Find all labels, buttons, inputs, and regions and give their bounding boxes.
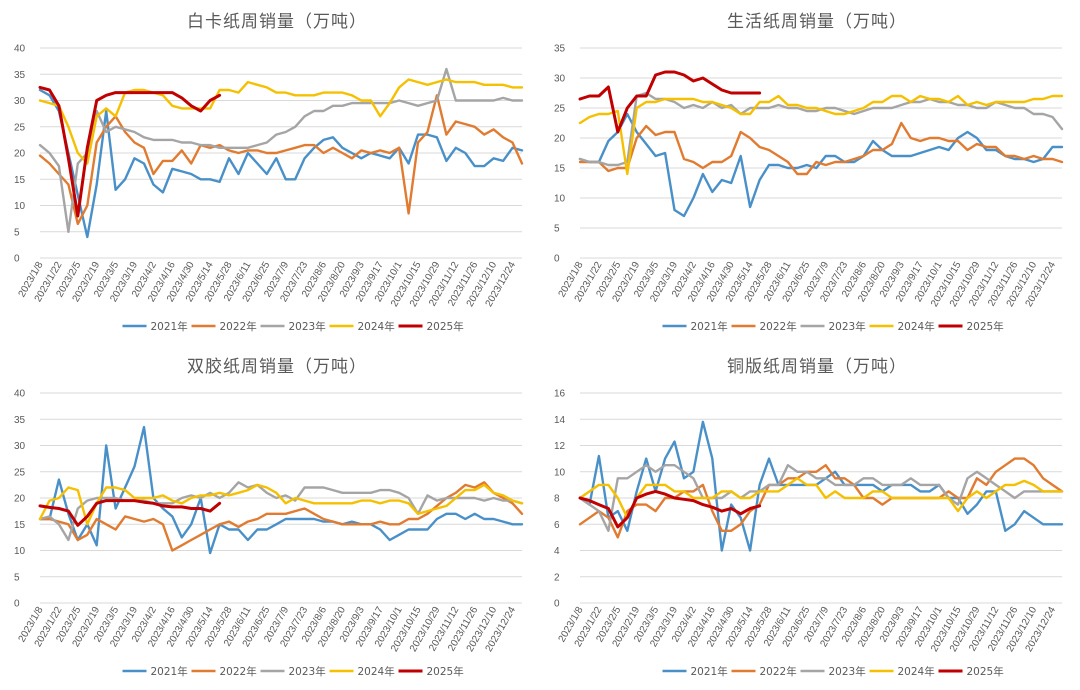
y-tick-label: 16 [554,389,566,400]
legend-entry: 2021年 [151,320,188,333]
series-line-2025年 [38,85,222,218]
y-tick-label: 25 [14,122,26,133]
y-tick-label: 25 [14,467,26,478]
y-tick-label: 10 [554,194,566,205]
y-tick-label: 15 [554,164,566,175]
legend-entry: 2023年 [829,320,866,333]
y-tick-label: 20 [14,149,26,160]
series-line-2022年 [38,94,524,226]
chart-panel-baika: 白卡纸周销量（万吨）05101520253035402023/1/82023/1… [14,12,524,333]
series-line-2025年 [578,489,762,529]
series-line-2022年 [578,457,1064,539]
legend-entry: 2022年 [760,320,797,333]
y-tick-label: 4 [554,546,560,557]
legend-entry: 2022年 [760,665,797,678]
chart-panel-shuangjiao: 双胶纸周销量（万吨）05101520253035402023/1/82023/1… [14,357,524,678]
legend-entry: 2023年 [289,665,326,678]
y-tick-label: 25 [554,104,566,115]
y-tick-label: 20 [554,134,566,145]
series-line-2023年 [578,463,1064,533]
series-line-2024年 [578,94,1064,176]
y-tick-label: 14 [554,415,566,426]
y-tick-label: 0 [554,599,560,610]
legend-entry: 2024年 [358,665,395,678]
y-tick-label: 30 [14,441,26,452]
y-tick-label: 30 [554,74,566,85]
series-line-2024年 [38,78,524,165]
y-tick-label: 2 [554,572,560,583]
legend-entry: 2024年 [898,665,935,678]
legend-entry: 2025年 [427,665,464,678]
legend-entry: 2024年 [898,320,935,333]
chart-title: 铜版纸周销量（万吨） [727,357,907,377]
y-tick-label: 10 [554,467,566,478]
legend-entry: 2025年 [967,665,1004,678]
y-tick-label: 15 [14,520,26,531]
y-tick-label: 35 [554,44,566,55]
y-tick-label: 20 [14,494,26,505]
legend-entry: 2022年 [220,320,257,333]
legend-entry: 2023年 [289,320,326,333]
y-tick-label: 5 [14,227,20,238]
y-tick-label: 8 [554,494,560,505]
legend-entry: 2025年 [967,320,1004,333]
series-line-2025年 [578,70,762,134]
y-tick-label: 12 [554,441,566,452]
series-line-2022年 [578,121,1064,176]
y-tick-label: 15 [14,175,26,186]
chart-panel-tongban: 铜版纸周销量（万吨）02468101214162023/1/82023/1/22… [554,357,1064,678]
y-tick-label: 30 [14,96,26,107]
legend-entry: 2021年 [691,665,728,678]
y-tick-label: 5 [554,224,560,235]
y-tick-label: 0 [14,254,20,265]
chart-title: 白卡纸周销量（万吨） [187,12,367,32]
series-line-2024年 [38,483,524,526]
y-tick-label: 35 [14,415,26,426]
legend-entry: 2021年 [691,320,728,333]
legend-entry: 2022年 [220,665,257,678]
y-tick-label: 40 [14,389,26,400]
y-tick-label: 40 [14,44,26,55]
legend-entry: 2021年 [151,665,188,678]
series-line-2021年 [578,420,1064,552]
y-tick-label: 0 [14,599,20,610]
series-line-2025年 [38,499,222,527]
series-line-2021年 [38,88,524,239]
series-line-2024年 [578,477,1064,519]
y-tick-label: 35 [14,70,26,81]
chart-panel-shenghuo: 生活纸周销量（万吨）051015202530352023/1/82023/1/2… [554,12,1064,333]
legend-entry: 2025年 [427,320,464,333]
y-tick-label: 5 [14,572,20,583]
series-line-2022年 [38,481,524,552]
series-line-2023年 [38,67,524,234]
legend-entry: 2024年 [358,320,395,333]
y-tick-label: 10 [14,201,26,212]
legend-entry: 2023年 [829,665,866,678]
series-line-2021年 [38,425,524,555]
series-line-2021年 [578,112,1064,218]
chart-title: 生活纸周销量（万吨） [727,12,907,32]
y-tick-label: 0 [554,254,560,265]
chart-title: 双胶纸周销量（万吨） [187,357,367,377]
y-tick-label: 10 [14,546,26,557]
y-tick-label: 6 [554,520,560,531]
